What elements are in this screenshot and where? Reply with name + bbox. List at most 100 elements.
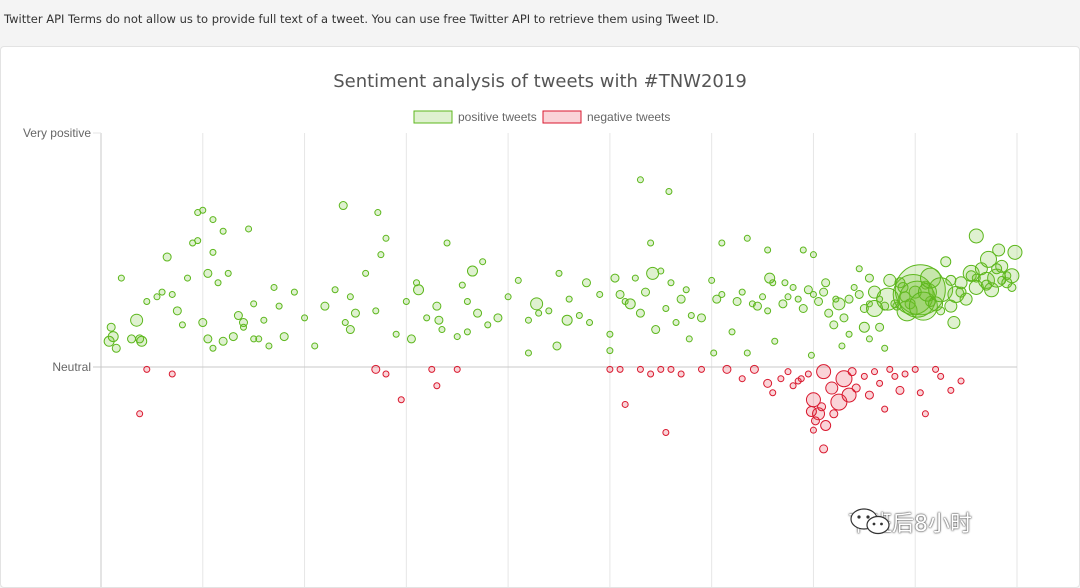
positive-tweet-point[interactable] — [514, 276, 522, 284]
positive-tweet-point[interactable] — [610, 273, 620, 283]
positive-tweet-point[interactable] — [665, 188, 673, 195]
positive-tweet-point[interactable] — [106, 322, 116, 332]
positive-tweet-point[interactable] — [413, 279, 421, 287]
positive-tweet-point[interactable] — [995, 259, 1009, 273]
positive-tweet-point[interactable] — [423, 314, 431, 322]
negative-tweet-point[interactable] — [371, 364, 381, 374]
positive-tweet-point[interactable] — [881, 344, 889, 352]
negative-tweet-point[interactable] — [819, 444, 829, 454]
positive-tweet-point[interactable] — [651, 325, 661, 335]
positive-tweet-point[interactable] — [858, 321, 870, 333]
positive-tweet-point[interactable] — [172, 306, 182, 316]
negative-tweet-point[interactable] — [871, 368, 879, 376]
negative-tweet-point[interactable] — [168, 370, 176, 378]
negative-tweet-point[interactable] — [804, 370, 812, 378]
positive-tweet-point[interactable] — [968, 228, 984, 244]
positive-tweet-point[interactable] — [743, 234, 751, 242]
positive-tweet-point[interactable] — [855, 265, 863, 273]
positive-tweet-point[interactable] — [345, 325, 355, 335]
positive-tweet-point[interactable] — [662, 305, 670, 312]
positive-tweet-point[interactable] — [718, 290, 726, 298]
negative-tweet-point[interactable] — [722, 364, 732, 374]
positive-tweet-point[interactable] — [382, 234, 390, 242]
positive-tweet-point[interactable] — [158, 288, 166, 296]
negative-tweet-point[interactable] — [143, 365, 151, 373]
positive-tweet-point[interactable] — [117, 274, 125, 282]
positive-tweet-point[interactable] — [203, 334, 213, 344]
positive-tweet-point[interactable] — [799, 246, 807, 254]
positive-tweet-point[interactable] — [463, 328, 471, 336]
positive-tweet-point[interactable] — [778, 299, 788, 309]
positive-tweet-point[interactable] — [203, 268, 213, 278]
positive-tweet-point[interactable] — [743, 349, 751, 357]
negative-tweet-point[interactable] — [886, 365, 894, 373]
positive-tweet-point[interactable] — [824, 308, 834, 318]
positive-tweet-point[interactable] — [575, 312, 583, 320]
positive-tweet-point[interactable] — [798, 304, 808, 313]
positive-tweet-point[interactable] — [992, 243, 1006, 257]
positive-tweet-point[interactable] — [635, 308, 645, 318]
negative-tweet-point[interactable] — [820, 420, 832, 431]
positive-tweet-point[interactable] — [696, 313, 706, 323]
negative-tweet-point[interactable] — [851, 383, 861, 393]
positive-tweet-point[interactable] — [940, 256, 952, 268]
positive-tweet-point[interactable] — [771, 337, 779, 345]
negative-tweet-point[interactable] — [816, 364, 832, 380]
positive-tweet-point[interactable] — [228, 332, 238, 342]
positive-tweet-point[interactable] — [789, 283, 797, 291]
positive-tweet-point[interactable] — [764, 272, 776, 284]
positive-tweet-point[interactable] — [504, 293, 512, 301]
positive-tweet-point[interactable] — [718, 239, 726, 247]
negative-tweet-point[interactable] — [662, 429, 670, 437]
positive-tweet-point[interactable] — [466, 265, 478, 277]
positive-tweet-point[interactable] — [947, 316, 961, 330]
positive-tweet-point[interactable] — [764, 307, 772, 315]
negative-tweet-point[interactable] — [947, 386, 955, 394]
positive-tweet-point[interactable] — [545, 307, 553, 315]
positive-tweet-point[interactable] — [111, 343, 121, 353]
positive-tweet-point[interactable] — [168, 290, 176, 298]
positive-tweet-point[interactable] — [1007, 244, 1023, 260]
positive-tweet-point[interactable] — [646, 266, 660, 280]
negative-tweet-point[interactable] — [777, 375, 785, 383]
positive-tweet-point[interactable] — [685, 335, 693, 343]
negative-tweet-point[interactable] — [841, 387, 857, 403]
positive-tweet-point[interactable] — [178, 321, 186, 329]
positive-tweet-point[interactable] — [107, 331, 119, 343]
positive-tweet-point[interactable] — [331, 286, 339, 294]
positive-tweet-point[interactable] — [438, 326, 446, 334]
positive-tweet-point[interactable] — [959, 292, 973, 306]
negative-tweet-point[interactable] — [738, 375, 746, 383]
positive-tweet-point[interactable] — [821, 278, 831, 288]
positive-tweet-point[interactable] — [290, 288, 298, 296]
positive-tweet-point[interactable] — [260, 316, 268, 324]
positive-tweet-point[interactable] — [214, 279, 222, 287]
positive-tweet-point[interactable] — [301, 314, 309, 322]
negative-tweet-point[interactable] — [657, 365, 665, 373]
positive-tweet-point[interactable] — [153, 293, 161, 301]
legend-swatch-negative[interactable] — [542, 110, 582, 124]
positive-tweet-point[interactable] — [184, 274, 192, 282]
positive-tweet-point[interactable] — [392, 330, 400, 338]
positive-tweet-point[interactable] — [209, 344, 217, 352]
positive-tweet-point[interactable] — [552, 341, 562, 351]
positive-tweet-point[interactable] — [883, 273, 897, 287]
positive-tweet-point[interactable] — [535, 309, 543, 317]
positive-tweet-point[interactable] — [209, 216, 217, 224]
positive-tweet-point[interactable] — [524, 316, 532, 324]
negative-tweet-point[interactable] — [789, 382, 797, 390]
positive-tweet-point[interactable] — [596, 290, 604, 298]
positive-tweet-point[interactable] — [265, 342, 273, 350]
positive-tweet-point[interactable] — [198, 318, 208, 328]
negative-tweet-point[interactable] — [647, 370, 655, 378]
positive-tweet-point[interactable] — [850, 283, 858, 291]
legend-swatch-positive[interactable] — [413, 110, 453, 124]
positive-tweet-point[interactable] — [561, 314, 573, 326]
positive-tweet-point[interactable] — [732, 296, 742, 306]
negative-tweet-point[interactable] — [794, 377, 802, 385]
positive-tweet-point[interactable] — [832, 295, 840, 303]
positive-tweet-point[interactable] — [687, 312, 695, 320]
positive-tweet-point[interactable] — [636, 176, 644, 184]
negative-tweet-point[interactable] — [829, 409, 839, 419]
positive-tweet-point[interactable] — [928, 296, 944, 312]
